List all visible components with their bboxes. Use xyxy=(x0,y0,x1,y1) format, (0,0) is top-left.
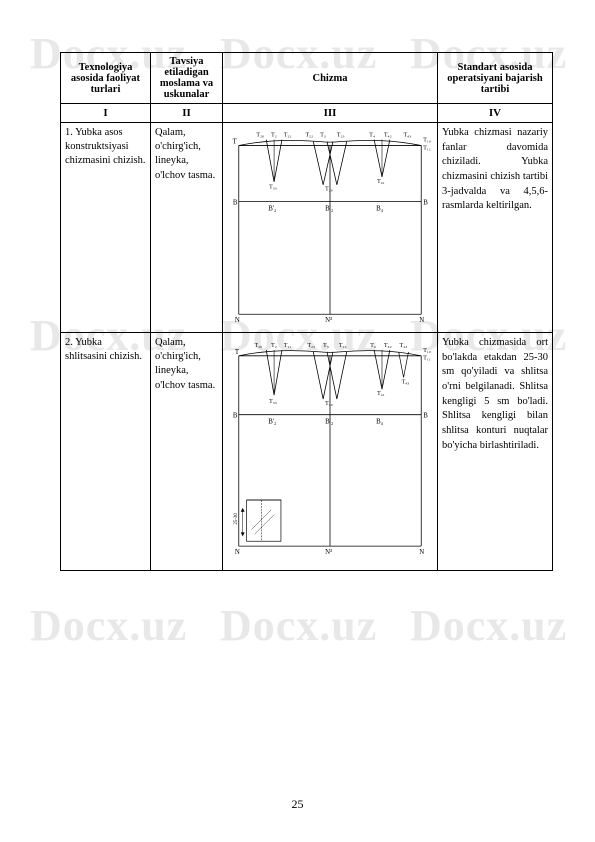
skirt-diagram-1: T T₂₀ T₂ T₂₁ T₂₂ T₃ T₂₃ T₄ T₄₂ T₄₃ T₁₀ T… xyxy=(227,126,433,326)
svg-text:N³: N³ xyxy=(325,549,332,556)
svg-text:T₃₃: T₃₃ xyxy=(269,185,277,191)
svg-text:B₄: B₄ xyxy=(376,419,384,426)
roman-4: IV xyxy=(438,104,553,123)
svg-text:B: B xyxy=(233,199,238,206)
svg-text:N: N xyxy=(419,317,424,324)
svg-text:B'₂: B'₂ xyxy=(325,205,334,212)
header-col1: Texnologiya asosida faoliyat turlari xyxy=(61,53,151,104)
row1-diagram: T T₂₀ T₂ T₂₁ T₂₂ T₃ T₂₃ T₄ T₄₂ T₄₃ T₁₀ T… xyxy=(223,123,438,333)
svg-text:T₄: T₄ xyxy=(370,343,376,349)
svg-text:T₄₁: T₄₁ xyxy=(377,391,385,397)
svg-text:T₃: T₃ xyxy=(320,133,326,139)
row1-col1: 1. Yubka asos konstruktsiyasi chizmasini… xyxy=(61,123,151,333)
svg-text:T₂₀: T₂₀ xyxy=(254,343,262,349)
svg-text:T₃₃: T₃₃ xyxy=(269,399,277,405)
row1-col2: Qalam, o'chirg'ich, lineyka, o'lchov tas… xyxy=(151,123,223,333)
svg-text:T₄₃: T₄₃ xyxy=(400,343,408,349)
svg-text:T₂: T₂ xyxy=(271,133,277,139)
svg-text:T₁₁: T₁₁ xyxy=(423,145,431,151)
svg-text:T₄₃: T₄₃ xyxy=(402,379,410,385)
svg-text:T₂₁: T₂₁ xyxy=(284,133,292,139)
row2-col1: 2. Yubka shlitsasini chizish. xyxy=(61,333,151,571)
svg-text:T₄₂: T₄₂ xyxy=(384,133,392,139)
row2-diagram: 25-30 T T₂₀ T₂ T₂₁ T₂₂ T₃ T₂₃ T₄ T₄₂ T₄₃… xyxy=(223,333,438,571)
svg-text:T₂₁: T₂₁ xyxy=(284,343,292,349)
svg-text:T₃₀: T₃₀ xyxy=(325,187,333,193)
svg-text:T₂₂: T₂₂ xyxy=(305,133,313,139)
svg-text:T₂₃: T₂₃ xyxy=(337,133,345,139)
svg-text:N: N xyxy=(235,549,240,556)
roman-3: III xyxy=(223,104,438,123)
svg-text:N³: N³ xyxy=(325,317,332,324)
svg-text:B: B xyxy=(423,199,428,206)
svg-text:N: N xyxy=(235,317,240,324)
svg-text:T: T xyxy=(235,349,240,356)
svg-text:T₂₂: T₂₂ xyxy=(307,343,315,349)
svg-text:T₁₁: T₁₁ xyxy=(423,356,431,362)
svg-text:B'₂: B'₂ xyxy=(268,419,277,426)
table-row: 2. Yubka shlitsasini chizish. Qalam, o'c… xyxy=(61,333,553,571)
svg-text:T₄: T₄ xyxy=(369,133,375,139)
main-table: Texnologiya asosida faoliyat turlari Tav… xyxy=(60,52,553,571)
svg-text:T₂₃: T₂₃ xyxy=(339,343,347,349)
roman-1: I xyxy=(61,104,151,123)
row2-col2: Qalam, o'chirg'ich, lineyka, o'lchov tas… xyxy=(151,333,223,571)
svg-text:T₁₀: T₁₀ xyxy=(423,138,431,144)
svg-text:T₂: T₂ xyxy=(271,343,277,349)
svg-text:B: B xyxy=(423,413,428,420)
svg-text:B'₂: B'₂ xyxy=(268,205,277,212)
header-col4: Standart asosida operatsiyani bajarish t… xyxy=(438,53,553,104)
svg-text:B: B xyxy=(233,413,238,420)
svg-text:B₄: B₄ xyxy=(376,205,384,212)
svg-text:B'₂: B'₂ xyxy=(325,419,334,426)
page-content: Texnologiya asosida faoliyat turlari Tav… xyxy=(0,0,595,591)
row2-col4: Yubka chizmasida ort bo'lakda etakdan 25… xyxy=(438,333,553,571)
svg-text:T₄₃: T₄₃ xyxy=(404,133,412,139)
row1-col4: Yubka chizmasi nazariy fanlar davomida c… xyxy=(438,123,553,333)
svg-text:T: T xyxy=(233,139,238,146)
svg-text:T₁₀: T₁₀ xyxy=(423,348,431,354)
svg-text:T₃: T₃ xyxy=(323,343,329,349)
svg-text:T₄₂: T₄₂ xyxy=(384,343,392,349)
roman-2: II xyxy=(151,104,223,123)
svg-text:25-30: 25-30 xyxy=(234,513,239,525)
svg-text:T₄₁: T₄₁ xyxy=(377,179,385,185)
roman-numeral-row: I II III IV xyxy=(61,104,553,123)
watermark: Docx.uz xyxy=(220,600,377,651)
table-header-row: Texnologiya asosida faoliyat turlari Tav… xyxy=(61,53,553,104)
watermark: Docx.uz xyxy=(30,600,187,651)
header-col2: Tavsiya etiladigan moslama va uskunalar xyxy=(151,53,223,104)
skirt-diagram-2: 25-30 T T₂₀ T₂ T₂₁ T₂₂ T₃ T₂₃ T₄ T₄₂ T₄₃… xyxy=(227,336,433,564)
page-number: 25 xyxy=(0,797,595,812)
header-col3: Chizma xyxy=(223,53,438,104)
table-row: 1. Yubka asos konstruktsiyasi chizmasini… xyxy=(61,123,553,333)
svg-text:T₂₀: T₂₀ xyxy=(256,133,264,139)
svg-text:T₃₀: T₃₀ xyxy=(325,401,333,407)
watermark: Docx.uz xyxy=(410,600,567,651)
svg-text:N: N xyxy=(419,549,424,556)
